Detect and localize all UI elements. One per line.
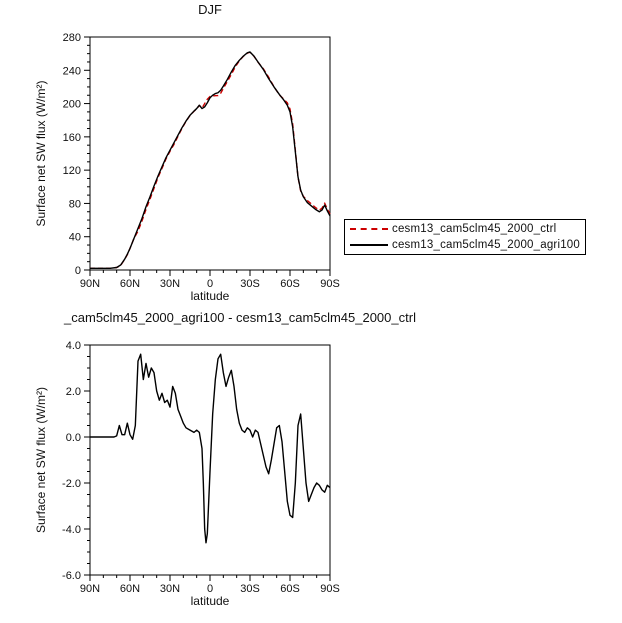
svg-text:0: 0 (207, 583, 213, 595)
svg-text:90N: 90N (80, 583, 100, 595)
svg-text:latitude: latitude (191, 289, 230, 303)
svg-text:280: 280 (63, 32, 81, 44)
agri100-line-sample-icon (350, 244, 388, 246)
svg-text:90S: 90S (320, 583, 340, 595)
svg-text:_cam5clm45_2000_agri100 - cesm: _cam5clm45_2000_agri100 - cesm13_cam5clm… (63, 310, 416, 325)
svg-text:0: 0 (75, 265, 81, 277)
legend-entry-agri100: cesm13_cam5clm45_2000_agri100 (350, 239, 580, 251)
ctrl-line-sample-icon (350, 228, 388, 230)
svg-text:80: 80 (69, 198, 81, 210)
svg-text:200: 200 (63, 99, 81, 111)
svg-text:60S: 60S (280, 278, 300, 290)
svg-text:120: 120 (63, 165, 81, 177)
svg-text:latitude: latitude (191, 594, 230, 608)
legend-entry-ctrl: cesm13_cam5clm45_2000_ctrl (350, 223, 580, 235)
svg-text:30N: 30N (160, 583, 180, 595)
svg-text:DJF: DJF (198, 2, 222, 17)
svg-text:160: 160 (63, 132, 81, 144)
svg-text:60S: 60S (280, 583, 300, 595)
svg-text:Surface net SW flux (W/m²): Surface net SW flux (W/m²) (34, 387, 48, 533)
svg-text:-4.0: -4.0 (62, 524, 81, 536)
svg-text:Surface net SW flux (W/m²): Surface net SW flux (W/m²) (34, 80, 48, 226)
svg-text:30N: 30N (160, 278, 180, 290)
svg-text:30S: 30S (240, 583, 260, 595)
svg-text:2.0: 2.0 (66, 386, 81, 398)
legend: cesm13_cam5clm45_2000_ctrl cesm13_cam5cl… (344, 219, 586, 255)
svg-text:0: 0 (207, 278, 213, 290)
top-chart-djf-surface-net-sw-flux: 90N 60N 30N 0 30S 60S 90S 0 40 80 120 160 200 240 280 D… (34, 2, 340, 303)
svg-text:40: 40 (69, 232, 81, 244)
svg-text:4.0: 4.0 (66, 340, 81, 352)
svg-text:60N: 60N (120, 583, 140, 595)
svg-text:-6.0: -6.0 (62, 570, 81, 582)
difference-chart-agri100-minus-ctrl: 90N 60N 30N 0 30S 60S 90S -6.0 -4.0 -2.0 0.0 2.0 4.0… (34, 310, 416, 608)
svg-text:30S: 30S (240, 278, 260, 290)
svg-text:90N: 90N (80, 278, 100, 290)
legend-label-agri100: cesm13_cam5clm45_2000_agri100 (392, 239, 580, 251)
legend-label-ctrl: cesm13_cam5clm45_2000_ctrl (392, 223, 557, 235)
svg-text:0.0: 0.0 (66, 432, 81, 444)
svg-text:90S: 90S (320, 278, 340, 290)
svg-text:240: 240 (63, 65, 81, 77)
svg-text:-2.0: -2.0 (62, 478, 81, 490)
svg-text:60N: 60N (120, 278, 140, 290)
